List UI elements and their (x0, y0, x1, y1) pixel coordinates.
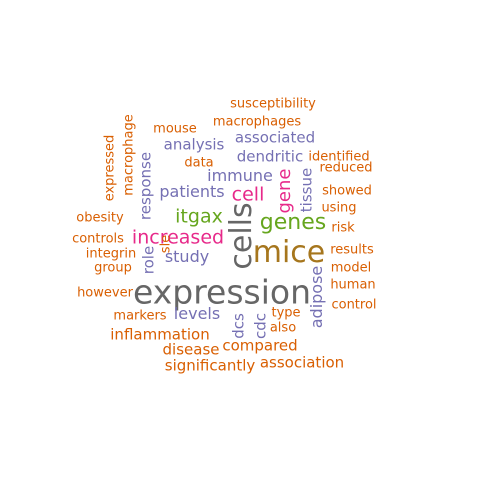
word-association: association (259, 353, 345, 372)
word-role: role (139, 245, 158, 275)
word-expression: expression (132, 272, 312, 312)
word-increased: increased (131, 226, 225, 249)
word-analysis: analysis (163, 135, 225, 154)
word-tissue: tissue (297, 167, 316, 213)
word-controls: controls (72, 231, 124, 247)
word-control: control (331, 297, 377, 313)
word-macrophages: macrophages (212, 114, 302, 130)
word-disease: disease (162, 340, 220, 359)
word-risk: risk (331, 220, 355, 236)
word-mouse: mouse (153, 121, 197, 137)
word-cdc: cdc (251, 312, 270, 340)
word-macrophage: macrophage (121, 114, 137, 196)
word-mice: mice (252, 235, 326, 270)
word-compared: compared (222, 336, 298, 355)
word-reduced: reduced (319, 160, 373, 176)
word-adipose: adipose (307, 265, 326, 329)
word-identified: identified (308, 149, 370, 165)
word-data: data (184, 155, 214, 171)
word-genes: genes (259, 210, 327, 235)
word-dendritic: dendritic (236, 147, 304, 166)
word-cell: cell (231, 183, 265, 206)
word-type: type (271, 305, 301, 321)
word-itgax: itgax (175, 205, 223, 228)
word-patients: patients (159, 182, 225, 201)
word-inflammation: inflammation (110, 325, 210, 344)
word-using: using (321, 200, 357, 216)
word-integrin: integrin (85, 246, 137, 262)
word-results: results (330, 242, 374, 258)
word-group: group (94, 260, 132, 276)
word-significantly: significantly (164, 356, 256, 375)
word-response: response (136, 151, 155, 221)
word-sle: sle (158, 234, 174, 254)
word-obesity: obesity (76, 210, 124, 226)
word-markers: markers (113, 308, 167, 324)
word-also: also (269, 320, 297, 336)
word-susceptibility: susceptibility (230, 96, 316, 112)
word-model: model (330, 260, 372, 276)
word-levels: levels (173, 304, 221, 323)
word-immune: immune (207, 166, 273, 185)
word-dcs: dcs (229, 313, 248, 339)
word-showed: showed (322, 183, 372, 199)
word-human: human (330, 277, 376, 293)
word-associated: associated (234, 128, 316, 147)
word-expressed: expressed (102, 134, 118, 202)
word-gene: gene (274, 168, 295, 214)
word-however: however (77, 285, 133, 301)
word-study: study (164, 247, 210, 266)
